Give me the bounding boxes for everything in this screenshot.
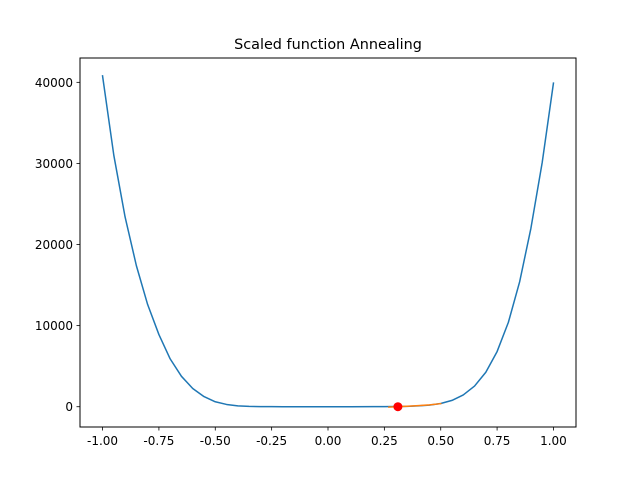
chart-title: Scaled function Annealing xyxy=(234,37,422,53)
x-axis: -1.00 -0.75 -0.50 -0.25 0.00 0.25 0.50 0.75 1.00 xyxy=(87,427,567,448)
series-2-marker xyxy=(393,402,403,412)
y-tick-label: 20000 xyxy=(35,238,73,252)
series-0-line xyxy=(101,74,555,408)
y-tick-label: 10000 xyxy=(35,319,73,333)
x-tick-label: -0.25 xyxy=(256,434,287,448)
y-tick-label: 30000 xyxy=(35,157,73,171)
x-tick-label: 0.25 xyxy=(371,434,398,448)
y-axis: 0 10000 20000 30000 40000 xyxy=(35,76,80,414)
x-tick-label: 0.00 xyxy=(315,434,342,448)
x-tick-label: -0.75 xyxy=(143,434,174,448)
y-tick-label: 40000 xyxy=(35,76,73,90)
y-tick-label: 0 xyxy=(65,400,73,414)
x-tick-label: 1.00 xyxy=(540,434,567,448)
x-tick-label: -1.00 xyxy=(87,434,118,448)
plot-area xyxy=(101,74,555,412)
x-tick-label: -0.50 xyxy=(200,434,231,448)
x-tick-label: 0.50 xyxy=(427,434,454,448)
x-tick-label: 0.75 xyxy=(484,434,511,448)
